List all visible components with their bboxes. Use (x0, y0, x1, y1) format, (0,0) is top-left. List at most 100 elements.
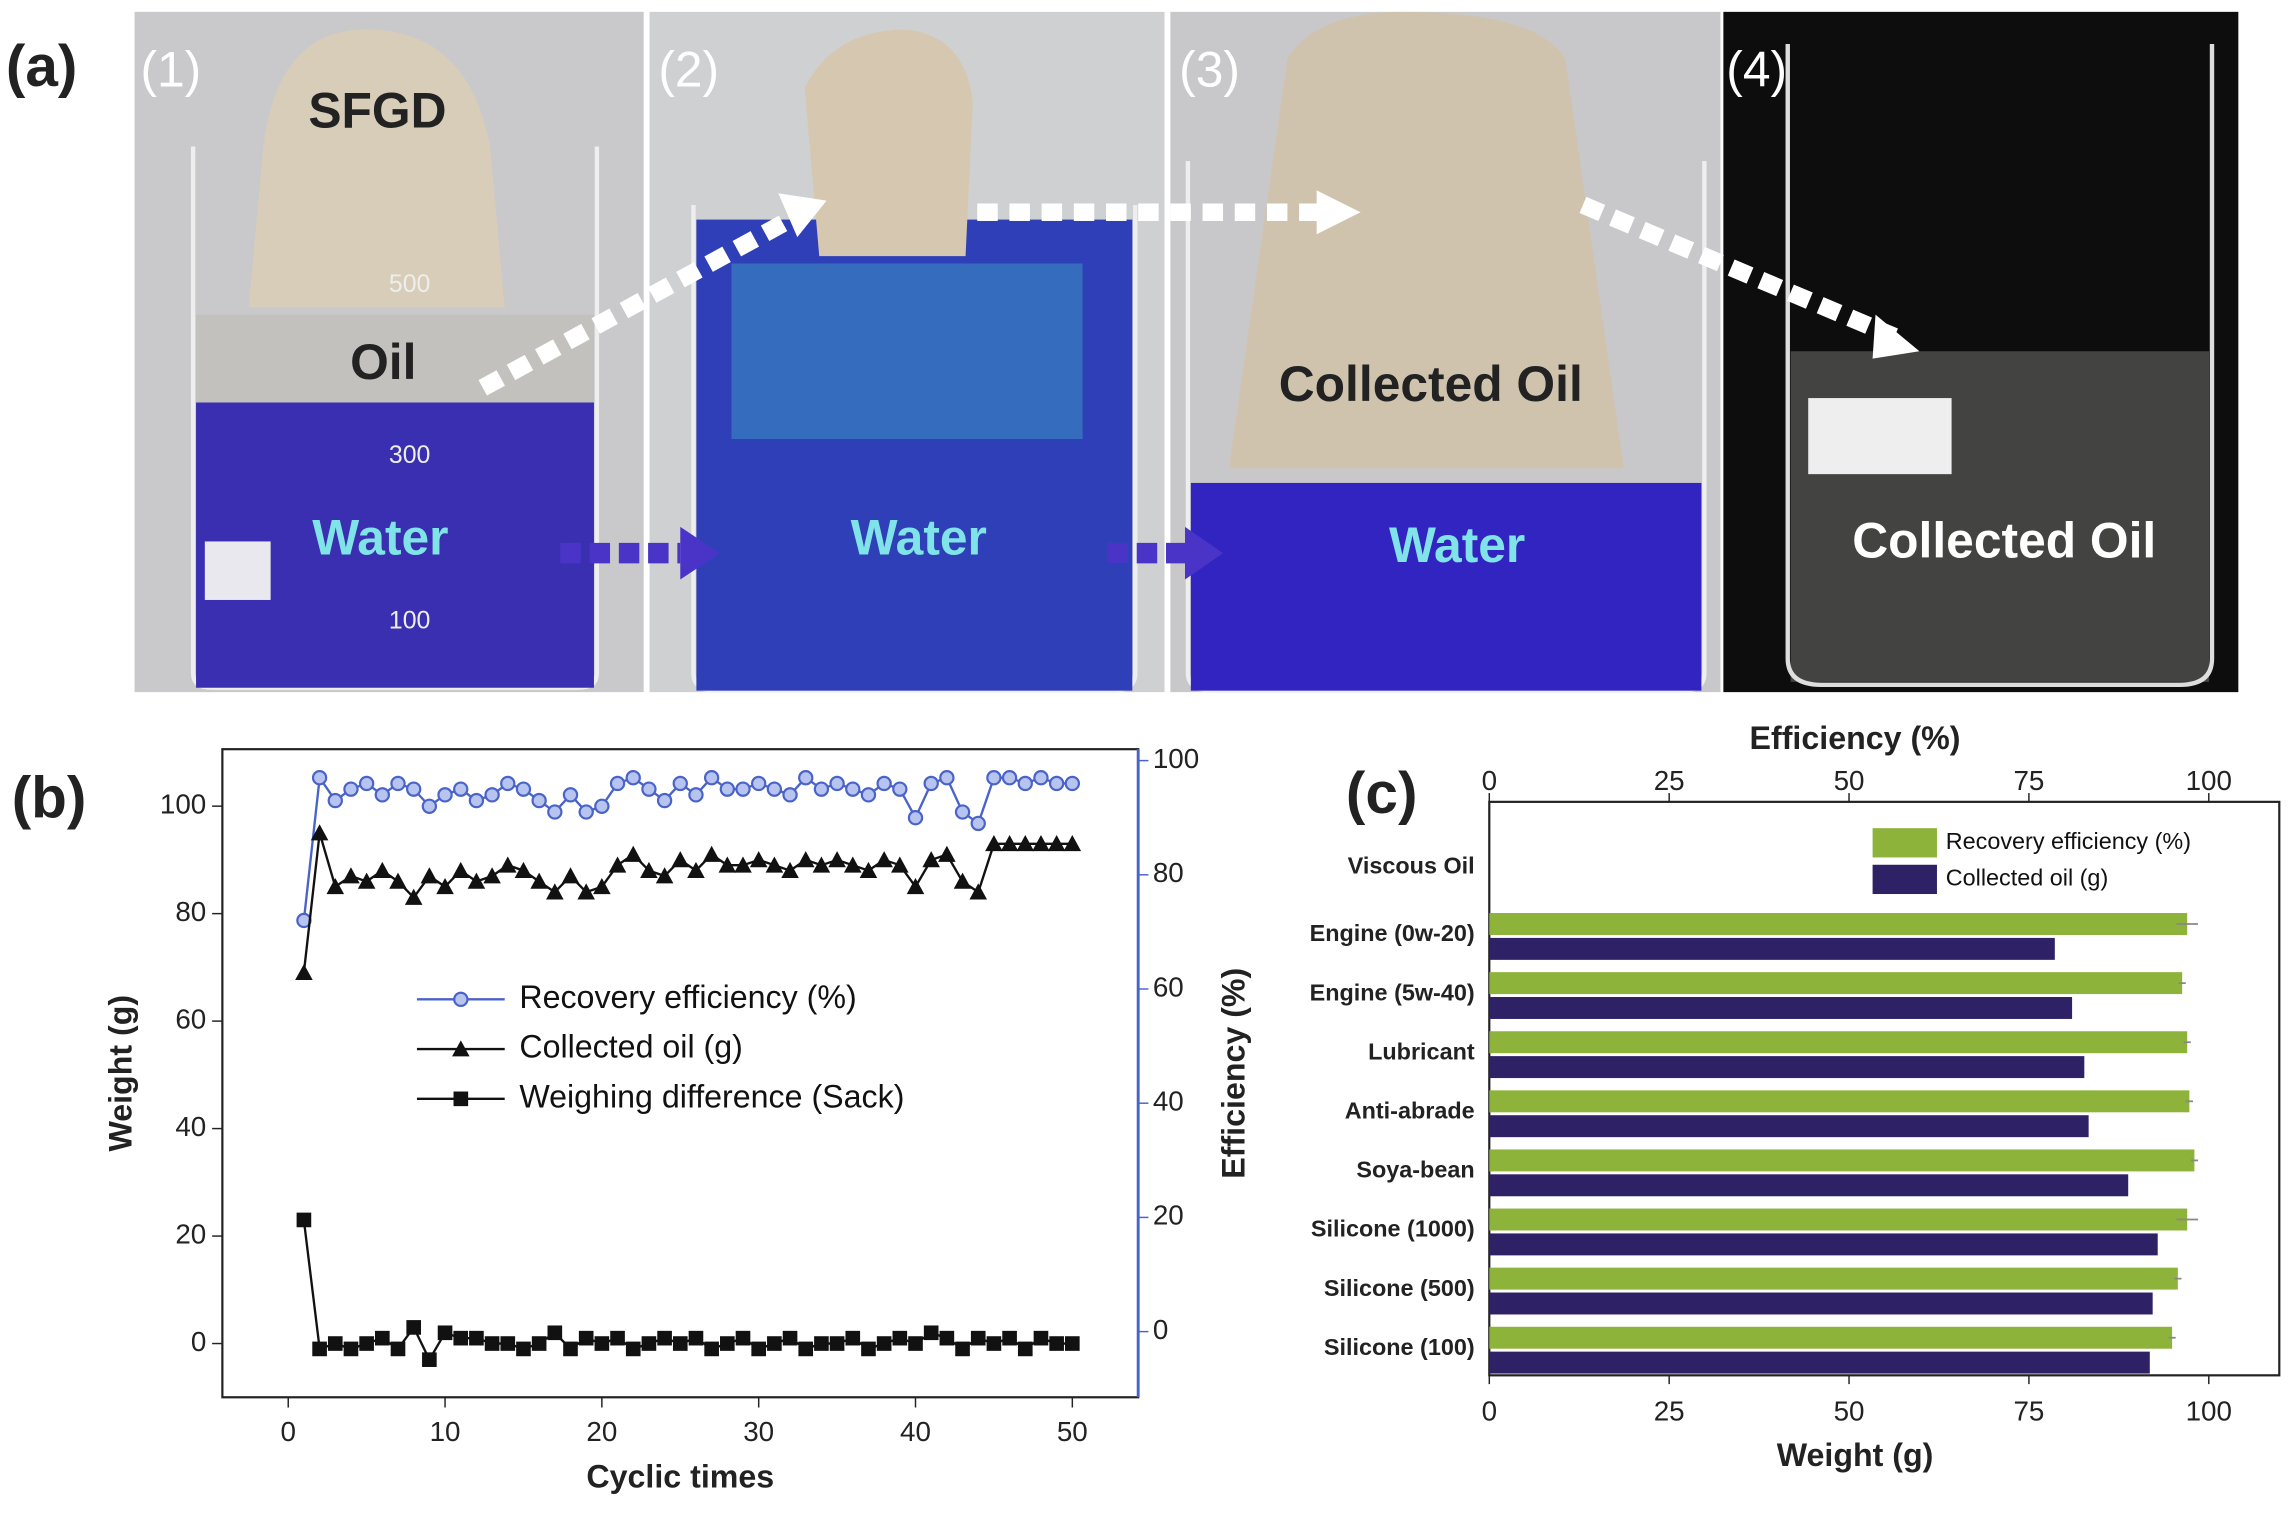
legend-label: Recovery efficiency (%) (1946, 828, 2191, 854)
series-line (302, 1219, 1073, 1363)
marker (782, 1330, 798, 1346)
marker (891, 856, 909, 873)
x-tick-label: 0 (281, 1416, 296, 1447)
marker (468, 792, 485, 809)
y-tick-label: Engine (0w-20) (1310, 920, 1475, 946)
marker (813, 781, 830, 797)
y-tick-label: 100 (160, 788, 206, 819)
marker (781, 861, 799, 878)
y2-tick-label: 40 (1153, 1086, 1184, 1117)
marker (516, 1341, 531, 1357)
marker (547, 804, 563, 820)
marker (469, 1330, 484, 1346)
marker (986, 1336, 1002, 1351)
marker (625, 1341, 641, 1357)
y2-tick-label: 80 (1153, 857, 1184, 888)
arrow (1579, 196, 1898, 345)
marker (829, 1336, 845, 1351)
bar (1489, 1174, 2129, 1197)
marker (453, 781, 469, 797)
x-tick-label: 50 (1057, 1416, 1088, 1447)
marker (970, 815, 986, 832)
marker (357, 872, 376, 889)
marker (939, 770, 955, 786)
marker (437, 787, 453, 803)
arrow (478, 211, 795, 396)
marker (562, 787, 579, 803)
arrows (478, 196, 1898, 396)
marker (939, 1330, 955, 1346)
marker (970, 1330, 986, 1346)
marker (1033, 770, 1049, 786)
water (1190, 482, 1702, 691)
sack (248, 29, 505, 308)
marker (530, 872, 548, 889)
marker (343, 1341, 359, 1357)
marker (594, 1336, 610, 1351)
photo-bg (1723, 11, 2239, 693)
panel-label: (a) (6, 34, 78, 99)
legend-label: Recovery efficiency (%) (519, 979, 856, 1015)
legend-label: Weighing difference (Sack) (519, 1078, 904, 1114)
marker (406, 781, 422, 797)
marker (908, 1336, 923, 1351)
marker (923, 775, 939, 792)
marker (451, 861, 470, 878)
x-tick-label: 100 (2186, 1396, 2232, 1427)
scale-mark: 300 (389, 441, 430, 469)
marker (719, 781, 736, 797)
marker (311, 770, 328, 786)
marker (860, 787, 877, 803)
photo-label: Oil (350, 334, 416, 390)
bar (1489, 1233, 2158, 1256)
bar (1489, 1292, 2153, 1315)
marker (938, 845, 956, 862)
marker (735, 1330, 751, 1346)
y-tick-label: Engine (5w-40) (1310, 979, 1475, 1005)
marker (389, 872, 407, 889)
arrow-head (1316, 190, 1361, 235)
y-tick-label: Soya-bean (1356, 1157, 1474, 1183)
step-label: (1) (140, 41, 201, 97)
photo-label: Water (851, 510, 987, 566)
marker (358, 775, 375, 792)
x-axis-title: Weight (g) (1777, 1437, 1934, 1473)
marker (718, 856, 737, 873)
sticker (204, 541, 271, 600)
marker (859, 861, 878, 878)
marker (704, 1341, 719, 1357)
y-tick-label: 20 (175, 1218, 206, 1249)
legend-label: Collected oil (g) (519, 1029, 743, 1065)
marker (1065, 1336, 1080, 1351)
marker (546, 883, 564, 900)
legend-swatch (1872, 864, 1937, 895)
scale-mark: 100 (389, 606, 430, 634)
sack-under-water (731, 263, 1083, 440)
y-tick-label: Silicone (1000) (1311, 1216, 1475, 1242)
marker (515, 781, 532, 797)
marker (1048, 775, 1065, 792)
marker (531, 1336, 547, 1351)
marker (907, 810, 924, 826)
marker (421, 798, 438, 814)
x-tick-label: 75 (2013, 1396, 2044, 1427)
marker (1049, 1336, 1064, 1351)
marker (953, 872, 972, 889)
marker (343, 781, 359, 797)
bar (1489, 997, 2073, 1019)
marker (672, 1336, 688, 1351)
photo-label: Collected Oil (1279, 356, 1583, 412)
marker (671, 851, 690, 868)
marker (500, 1336, 516, 1351)
panel-label: (c) (1346, 761, 1418, 826)
marker (375, 1330, 390, 1346)
x2-tick-label: 25 (1654, 765, 1685, 796)
marker (751, 1341, 767, 1357)
y-tick-label: Lubricant (1368, 1038, 1475, 1064)
bar (1489, 937, 2055, 960)
marker (1064, 775, 1081, 792)
legend-label: Collected oil (g) (1946, 865, 2109, 891)
marker (796, 851, 815, 868)
bar (1489, 1115, 2089, 1138)
